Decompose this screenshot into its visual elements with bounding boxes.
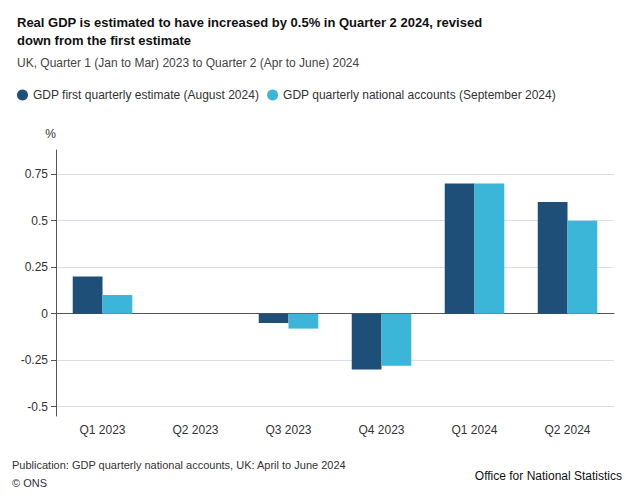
- svg-text:Q4 2023: Q4 2023: [358, 423, 404, 437]
- svg-text:0.25: 0.25: [25, 260, 49, 274]
- svg-text:0: 0: [41, 307, 48, 321]
- svg-text:Q3 2023: Q3 2023: [265, 423, 311, 437]
- svg-text:Q2 2024: Q2 2024: [544, 423, 590, 437]
- svg-text:Q1 2024: Q1 2024: [451, 423, 497, 437]
- svg-text:-0.25: -0.25: [21, 353, 49, 367]
- svg-text:Publication: GDP quarterly nat: Publication: GDP quarterly national acco…: [12, 459, 346, 471]
- svg-text:Q2 2023: Q2 2023: [172, 423, 218, 437]
- svg-text:Office for National Statistics: Office for National Statistics: [475, 469, 622, 483]
- svg-text:© ONS: © ONS: [12, 477, 47, 489]
- svg-text:UK, Quarter 1 (Jan to Mar) 202: UK, Quarter 1 (Jan to Mar) 2023 to Quart…: [17, 56, 359, 70]
- svg-text:GDP quarterly national account: GDP quarterly national accounts (Septemb…: [283, 88, 556, 102]
- svg-text:-0.5: -0.5: [27, 400, 48, 414]
- svg-text:Real GDP is estimated to have: Real GDP is estimated to have increased …: [17, 15, 482, 30]
- svg-text:0.75: 0.75: [25, 167, 49, 181]
- svg-text:%: %: [45, 127, 56, 141]
- svg-text:0.5: 0.5: [31, 214, 48, 228]
- svg-text:GDP first quarterly estimate (: GDP first quarterly estimate (August 202…: [33, 88, 259, 102]
- svg-text:Q1 2023: Q1 2023: [79, 423, 125, 437]
- svg-text:down from the first estimate: down from the first estimate: [17, 33, 191, 48]
